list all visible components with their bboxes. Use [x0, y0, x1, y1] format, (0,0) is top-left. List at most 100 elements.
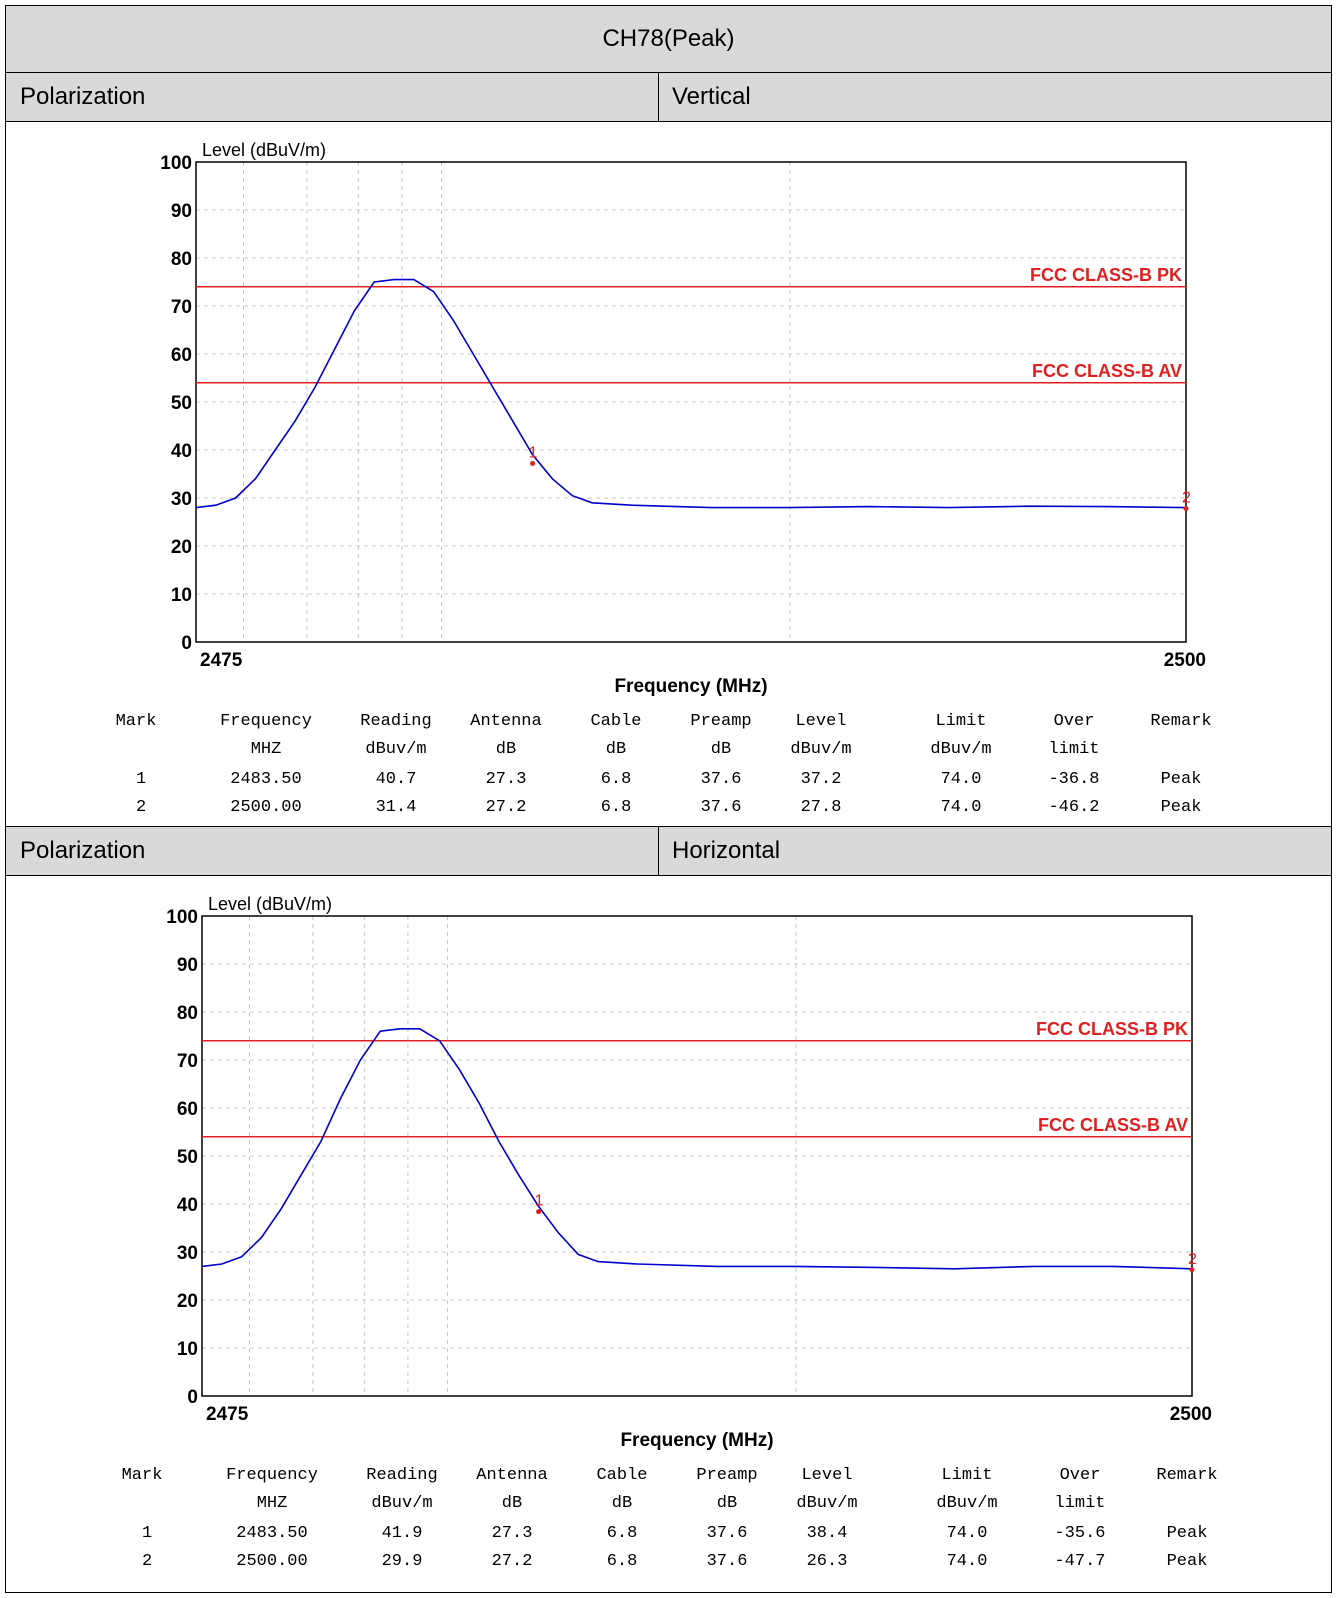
table-header-cell: dB [495, 740, 517, 759]
y-tick-label: 30 [177, 1243, 198, 1264]
cell-divider [658, 827, 659, 875]
y-tick-label: 80 [177, 1003, 198, 1024]
level-chart-horizontal: 0 10 20 30 40 50 60 70 80 90 100 Level (dBuV/m) 2475… [166, 894, 1212, 1451]
y-tick-label: 0 [187, 1387, 198, 1408]
limit-label: FCC CLASS-B PK [1036, 1019, 1188, 1039]
table-cell: 1 [142, 1524, 153, 1543]
y-tick-label: 0 [181, 633, 192, 654]
polarization-value: Horizontal [672, 837, 781, 864]
table-header-cell: Remark [1156, 1466, 1218, 1485]
table-header-cell: dB [605, 740, 627, 759]
y-tick-label: 90 [171, 201, 192, 222]
table-cell: 2483.50 [230, 770, 302, 789]
y-tick-label: 80 [171, 249, 192, 270]
trace-line [195, 278, 1187, 509]
limit-label: FCC CLASS-B AV [1038, 1115, 1188, 1135]
limit-label: FCC CLASS-B PK [1030, 265, 1182, 285]
table-cell: 37.6 [700, 798, 742, 817]
marker-table-vertical: Mark Frequency MHZ Reading dBuv/m Antenna dB Ca… [6, 712, 1331, 826]
y-tick-label: 20 [177, 1291, 198, 1312]
table-cell: -35.6 [1054, 1524, 1106, 1543]
table-header-cell: dB [611, 1494, 633, 1513]
table-cell: -47.7 [1054, 1552, 1106, 1571]
table-cell: 37.6 [706, 1552, 748, 1571]
marker-label: 1 [529, 444, 538, 461]
table-header-cell: Level [795, 712, 847, 731]
table-header-cell: dBuv/m [790, 740, 852, 759]
table-header-cell: Mark [115, 712, 157, 731]
table-header-cell: dB [710, 740, 732, 759]
polarization-row-vertical: Polarization Vertical [6, 72, 1331, 122]
table-cell: 27.8 [800, 798, 842, 817]
page-title: CH78(Peak) [6, 6, 1331, 73]
table-cell: 2500.00 [230, 798, 302, 817]
table-header-cell: Preamp [690, 712, 752, 731]
cell-divider [658, 73, 659, 121]
table-cell: 37.2 [800, 770, 842, 789]
y-tick-label: 70 [177, 1051, 198, 1072]
table-header-cell: Antenna [476, 1466, 548, 1485]
x-axis-label: Frequency (MHz) [614, 676, 767, 697]
table-header-cell: dB [716, 1494, 738, 1513]
table-cell: 74.0 [940, 770, 982, 789]
table-header-cell: limit [1048, 740, 1100, 759]
table-header-cell: Cable [590, 712, 642, 731]
polarization-row-horizontal: Polarization Horizontal [6, 826, 1331, 876]
table-cell: 41.9 [381, 1524, 423, 1543]
polarization-value: Vertical [672, 83, 751, 110]
table-header-cell: dBuv/m [365, 740, 427, 759]
marker-label: 2 [1182, 490, 1191, 507]
table-cell: 74.0 [946, 1524, 988, 1543]
table-cell: Peak [1166, 1552, 1208, 1571]
marker-point [1183, 506, 1189, 512]
table-cell: -36.8 [1048, 770, 1100, 789]
table-cell: 2483.50 [236, 1524, 308, 1543]
table-cell: 74.0 [946, 1552, 988, 1571]
table-cell: 2500.00 [236, 1552, 308, 1571]
table-header-cell: limit [1054, 1494, 1106, 1513]
table-header-cell: dBuv/m [796, 1494, 858, 1513]
level-chart-vertical: 0 10 20 30 40 50 60 70 80 90 100 Level (dBuV/m) 2475… [160, 140, 1206, 697]
table-cell: -46.2 [1048, 798, 1100, 817]
y-tick-label: 60 [177, 1099, 198, 1120]
table-cell: 2 [136, 798, 147, 817]
y-tick-label: 90 [177, 955, 198, 976]
marker-label: 2 [1188, 1251, 1197, 1268]
x-axis-label: Frequency (MHz) [620, 1430, 773, 1451]
marker-point [530, 460, 536, 466]
polarization-label: Polarization [20, 837, 146, 864]
table-header-cell: MHZ [256, 1494, 288, 1513]
report-frame: CH78(Peak) Polarization Vertical 0 10 20 30… [5, 5, 1332, 1593]
table-cell: 2 [142, 1552, 153, 1571]
marker-point [536, 1209, 542, 1215]
table-cell: 74.0 [940, 798, 982, 817]
trace-line [201, 1028, 1193, 1270]
table-header-cell: MHZ [250, 740, 282, 759]
x-tick-label: 2475 [206, 1404, 249, 1425]
y-tick-label: 60 [171, 345, 192, 366]
table-header-cell: Remark [1150, 712, 1212, 731]
polarization-label: Polarization [20, 83, 146, 110]
table-cell: 38.4 [806, 1524, 848, 1543]
table-cell: 6.8 [606, 1552, 638, 1571]
x-tick-label: 2475 [200, 650, 243, 671]
plot-frame [201, 915, 1193, 1397]
table-cell: 1 [136, 770, 147, 789]
marker-point [1189, 1267, 1195, 1273]
table-cell: 31.4 [375, 798, 417, 817]
y-axis-label: Level (dBuV/m) [208, 894, 332, 914]
x-tick-label: 2500 [1164, 650, 1206, 671]
table-cell: 6.8 [600, 770, 632, 789]
y-tick-label: 40 [177, 1195, 198, 1216]
y-tick-label: 20 [171, 537, 192, 558]
y-tick-label: 30 [171, 489, 192, 510]
table-cell: 37.6 [700, 770, 742, 789]
x-tick-label: 2500 [1170, 1404, 1212, 1425]
table-header-cell: Cable [596, 1466, 648, 1485]
limit-label: FCC CLASS-B AV [1032, 361, 1182, 381]
table-header-cell: dBuv/m [371, 1494, 433, 1513]
y-tick-label: 50 [177, 1147, 198, 1168]
table-cell: 26.3 [806, 1552, 848, 1571]
marker-table-horizontal: Mark Frequency MHZ Reading dBuv/m Antenna dB Ca… [6, 1466, 1331, 1584]
plot-frame [195, 161, 1187, 643]
